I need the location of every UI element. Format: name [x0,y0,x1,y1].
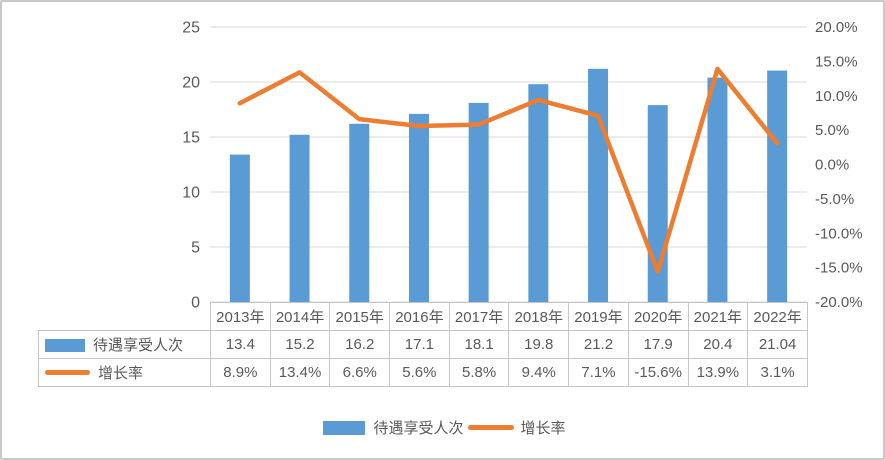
value-cell: 17.1 [389,330,450,359]
legend-label: 待遇享受人次 [373,420,464,437]
value-cell: 21.2 [568,330,629,359]
value-cell: 13.4% [269,358,331,387]
table-corner-blank [39,303,211,331]
series-name: 增长率 [98,365,144,382]
left-axis-tick-label: 5 [191,240,200,257]
series-name: 待遇享受人次 [93,337,184,354]
value-cell: 15.2 [269,330,331,359]
left-axis-tick-label: 25 [182,20,200,37]
value-cell: 5.8% [448,358,510,387]
chart-legend: 待遇享受人次 增长率 [2,417,883,438]
right-axis-tick-label: 10.0% [815,88,858,105]
bar-2017年 [468,102,489,303]
year-header-cell: 2020年 [627,302,689,331]
bar-2013年 [229,154,250,302]
right-axis-tick-label: 5.0% [815,122,849,139]
year-header-cell: 2016年 [389,302,450,331]
value-cell: 20.4 [687,330,749,359]
series-legend-cell: 待遇享受人次 [38,330,211,359]
value-cell: 5.6% [389,358,450,387]
bar-2016年 [408,113,429,303]
bar-2015年 [349,123,370,302]
value-cell: 16.2 [329,330,391,359]
table-row-bar-series: 待遇享受人次 13.4 15.2 16.2 17.1 18.1 19.8 21.2 17.9 20… [38,330,808,359]
value-cell: 13.4 [210,330,271,359]
right-axis-tick-label: -15.0% [815,260,863,277]
year-header-cell: 2021年 [687,302,749,331]
line-series-swatch-icon [45,370,90,375]
series-legend-cell: 增长率 [38,358,211,387]
bar-2014年 [289,134,310,302]
left-axis-tick-label: 10 [182,185,200,202]
table-row-line-series: 增长率 8.9% 13.4% 6.6% 5.6% 5.8% 9.4% 7.1% -15.6% 13… [38,358,808,387]
right-axis-tick-label: -5.0% [815,191,854,208]
right-axis-tick-label: 20.0% [815,19,858,36]
value-cell: 8.9% [210,358,271,387]
left-axis-tick-label: 15 [182,130,200,147]
value-cell: 19.8 [508,330,570,359]
legend-label: 增长率 [520,420,566,437]
right-axis-tick-label: 0.0% [815,157,849,174]
bar-2018年 [528,84,549,302]
year-header-cell: 2017年 [448,302,510,331]
right-axis-tick-label: -10.0% [815,225,863,242]
right-axis-tick-label: -20.0% [815,294,863,311]
value-cell: 18.1 [448,330,510,359]
value-cell: 6.6% [329,358,391,387]
value-cell: 17.9 [627,330,689,359]
left-axis-tick-label: 20 [182,75,200,92]
year-header-cell: 2014年 [269,302,331,331]
bar-series-swatch-icon [45,339,85,352]
line-series-swatch-icon [467,425,514,430]
legend-item-bar-series: 待遇享受人次 [323,417,464,438]
bar-2019年 [588,68,609,302]
year-header-cell: 2013年 [210,302,271,331]
growth-rate-line [237,66,780,275]
value-cell: -15.6% [627,358,689,387]
table-row-years: 2013年 2014年 2015年 2016年 2017年 2018年 2019年 2020年… [39,302,808,331]
value-cell: 21.04 [747,330,808,359]
value-cell: 13.9% [687,358,749,387]
year-header-cell: 2018年 [508,302,570,331]
bar-series-swatch-icon [323,420,366,435]
value-cell: 3.1% [747,358,808,387]
right-axis-tick-label: 15.0% [815,53,858,70]
left-axis-tick-label: 0 [191,295,200,312]
year-header-cell: 2022年 [747,302,808,331]
legend-item-line-series: 增长率 [467,417,566,438]
year-header-cell: 2015年 [329,302,391,331]
chart-data-table: 2013年 2014年 2015年 2016年 2017年 2018年 2019年 2020年… [38,302,808,387]
bar-2021年 [707,77,728,302]
year-header-cell: 2019年 [568,302,629,331]
bar-2022年 [767,70,788,302]
value-cell: 9.4% [508,358,570,387]
value-cell: 7.1% [568,358,629,387]
